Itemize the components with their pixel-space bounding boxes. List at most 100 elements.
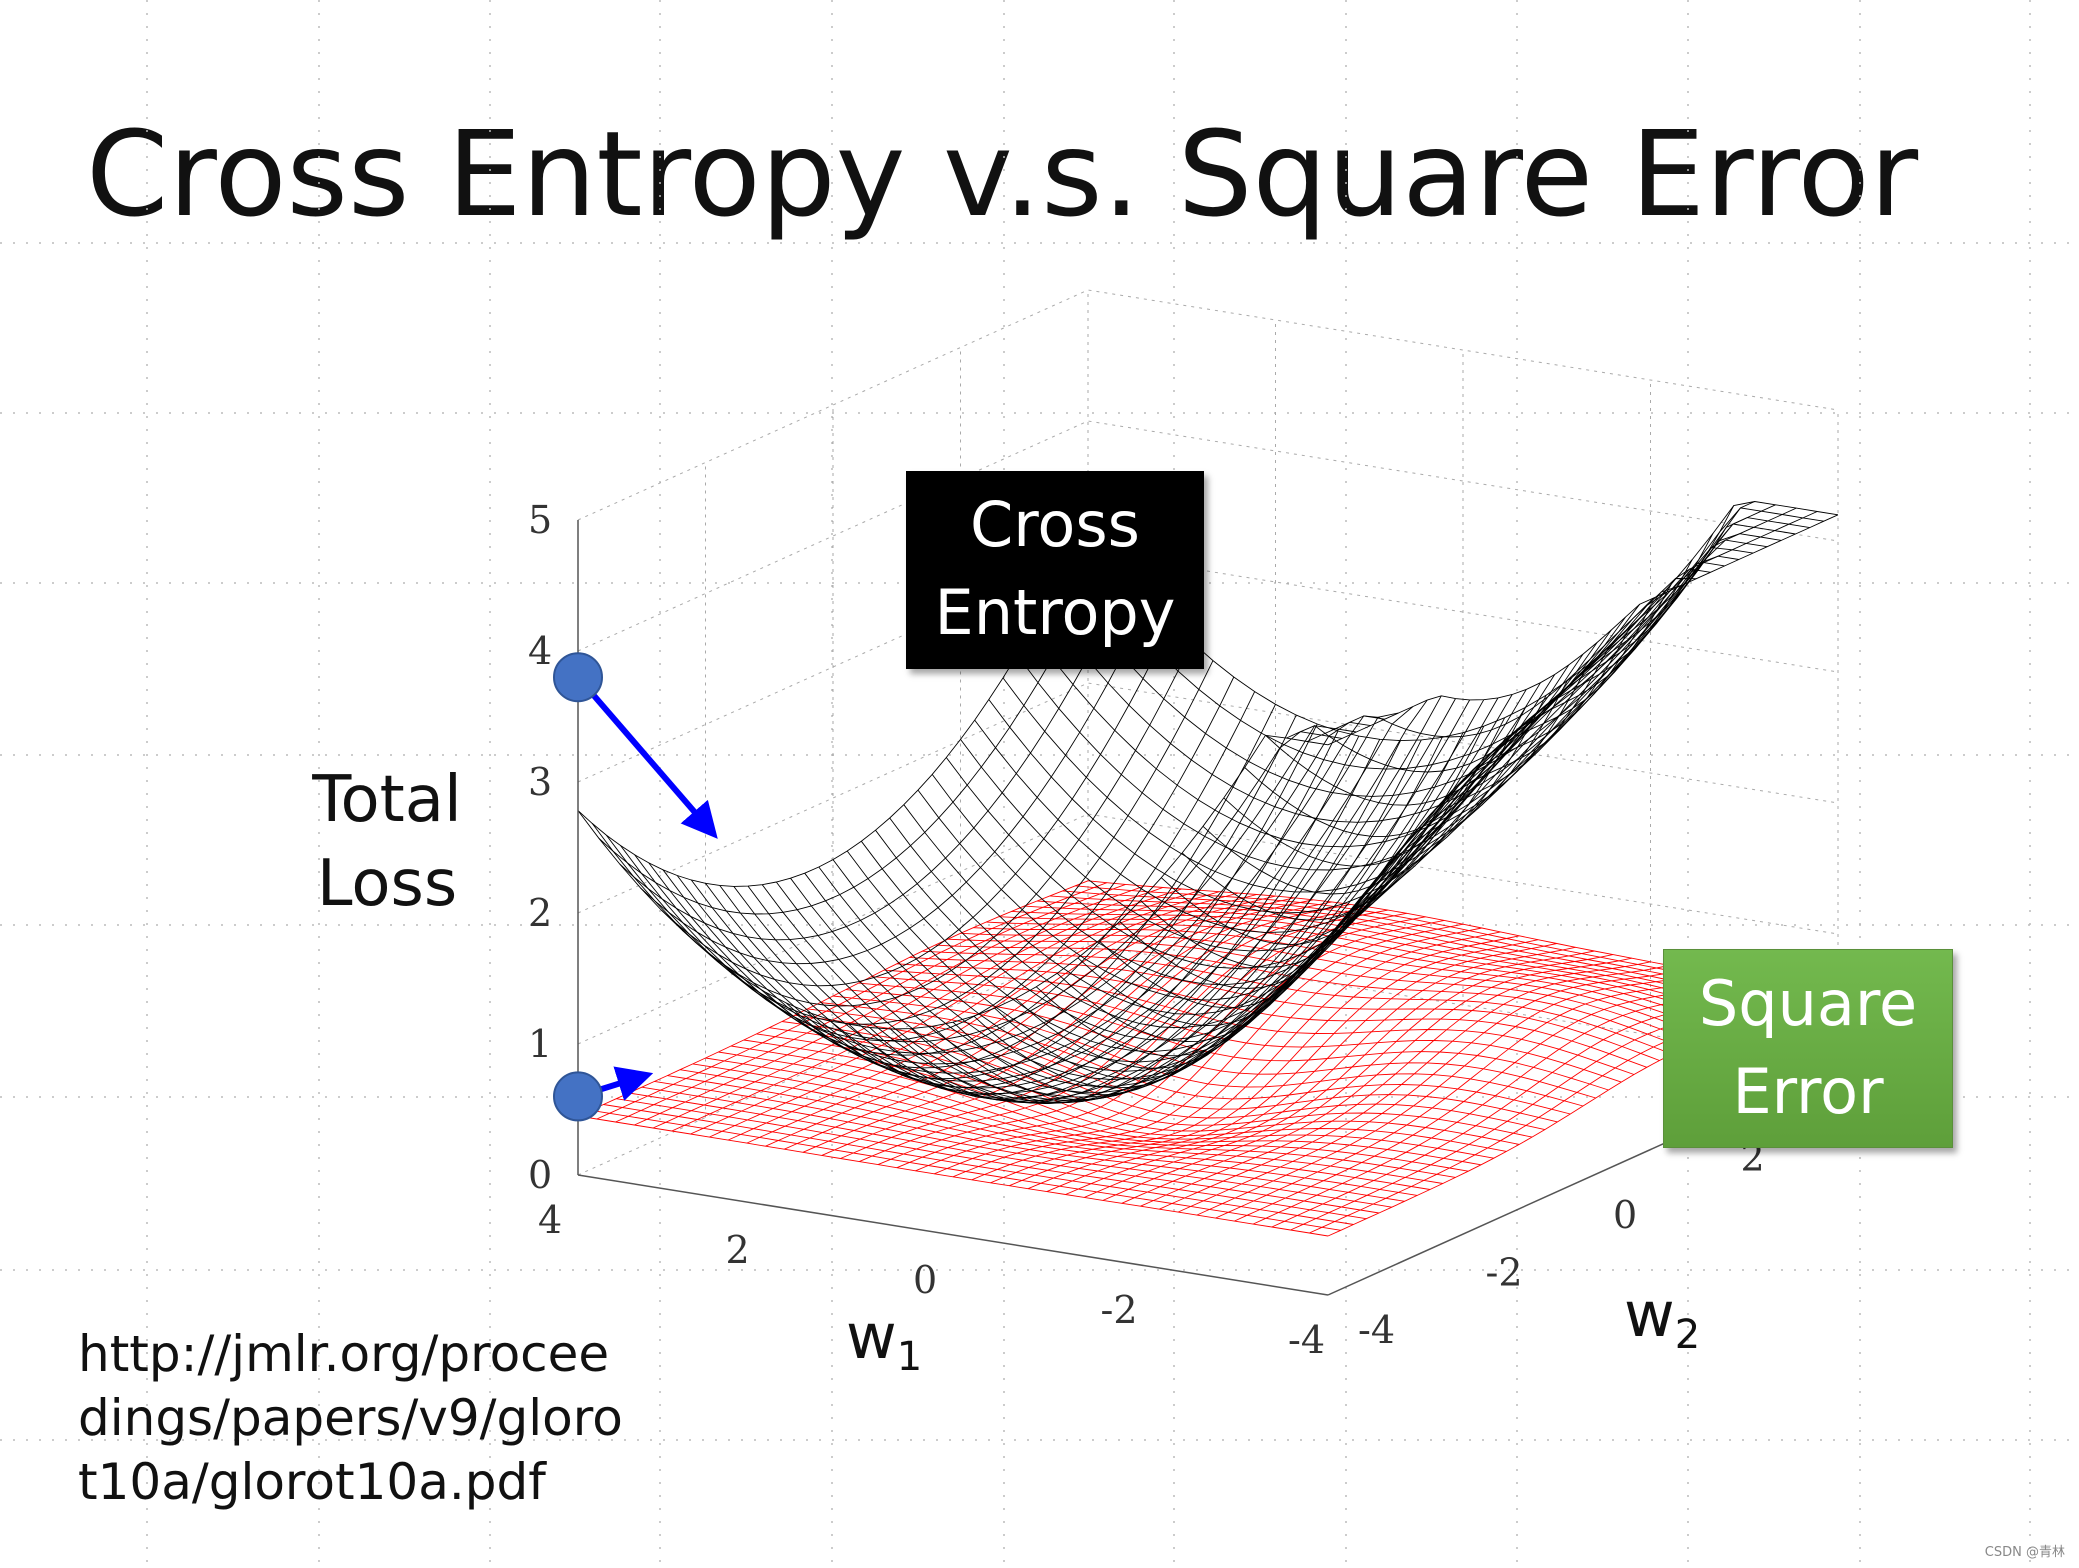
- box-grid-z-4: [577, 420, 1839, 652]
- ce-mesh-line-b-6: [662, 706, 1414, 1089]
- se-mesh-line-b-21: [845, 989, 1596, 1099]
- ce-mesh-line-a-35: [1307, 511, 1818, 742]
- se-mesh-line-a-34: [1215, 976, 1726, 1219]
- se-mesh-line-a-21: [971, 927, 1482, 1181]
- gradient-markers: [553, 652, 718, 1122]
- se-mesh-line-b-30: [960, 932, 1711, 1039]
- slide-title: Cross Entropy v.s. Square Error: [86, 105, 1919, 243]
- ce-mesh-line-b-35: [1073, 507, 1824, 770]
- ce-mesh-line-b-33: [1045, 523, 1796, 823]
- box-grid-z-5: [577, 289, 1839, 521]
- box-grid-z-0: [577, 944, 1839, 1176]
- z-tick-3: 3: [528, 760, 552, 804]
- z-axis-label-line2: Loss: [316, 847, 458, 921]
- reference-line-1: http://jmlr.org/procee: [78, 1325, 610, 1383]
- z-tick-2: 2: [528, 891, 552, 935]
- z-tick-4: 4: [528, 629, 552, 673]
- w2-label: w: [1624, 1278, 1675, 1351]
- se-mesh-line-a-22: [990, 931, 1501, 1184]
- w1-tick-0: 4: [538, 1198, 562, 1242]
- w2-tick-2: 0: [1613, 1193, 1637, 1237]
- square-error-label-line2: Error: [1732, 1055, 1884, 1128]
- se-mesh-line-a-23: [1009, 935, 1520, 1187]
- start-point-0: [553, 652, 603, 703]
- square-error-label: Square Error: [1663, 949, 1953, 1148]
- ce-mesh-line-a-29: [1181, 559, 1693, 921]
- se-mesh-line-a-33: [1196, 972, 1707, 1216]
- ce-mesh-line-b-34: [1059, 517, 1810, 797]
- se-mesh-line-b-34: [1011, 910, 1762, 1024]
- w1-axis-line: [577, 1174, 1329, 1296]
- ce-mesh-line-a-12: [827, 730, 1339, 1095]
- se-mesh-line-b-27: [922, 950, 1673, 1055]
- se-mesh-line-b-24: [883, 969, 1635, 1075]
- ce-mesh-line-b-30: [1002, 547, 1754, 893]
- w1-subscript: 1: [896, 1334, 923, 1380]
- z-axis-label: Total Loss: [292, 758, 482, 926]
- ce-mesh-line-b-36: [1087, 501, 1839, 742]
- se-mesh-line-b-20: [832, 995, 1584, 1107]
- se-mesh-line-a-29: [1121, 957, 1632, 1204]
- w1-tick-2: 0: [913, 1258, 937, 1302]
- cross-entropy-label-line2: Entropy: [934, 576, 1176, 649]
- reference-link[interactable]: http://jmlr.org/procee dings/papers/v9/g…: [78, 1322, 623, 1514]
- w1-label: w: [846, 1300, 897, 1373]
- ce-mesh-line-a-32: [1244, 501, 1755, 837]
- box-grid-z-1: [577, 813, 1839, 1045]
- ce-mesh-line-b-13: [761, 694, 1513, 1102]
- se-mesh-line-a-25: [1046, 943, 1557, 1193]
- square-error-mesh: [577, 880, 1839, 1237]
- w1-tick-4: -4: [1288, 1318, 1325, 1362]
- se-mesh-line-b-36: [1036, 900, 1788, 1017]
- w2-tick-1: -2: [1486, 1251, 1523, 1295]
- z-tick-1: 1: [528, 1022, 552, 1066]
- square-error-label-line1: Square: [1698, 967, 1918, 1040]
- se-mesh-line-b-31: [973, 927, 1724, 1035]
- se-mesh-line-b-35: [1024, 905, 1775, 1020]
- ce-mesh-line-a-34: [1286, 507, 1797, 773]
- w1-tick-1: 2: [726, 1228, 750, 1272]
- gradient-arrow-0: [575, 675, 718, 839]
- cross-entropy-label: Cross Entropy: [906, 471, 1204, 669]
- reference-line-3: t10a/glorot10a.pdf: [78, 1453, 546, 1511]
- se-mesh-line-b-33: [998, 916, 1749, 1027]
- se-mesh-line-a-31: [1159, 964, 1670, 1210]
- w2-tick-0: -4: [1358, 1308, 1395, 1352]
- ce-mesh-line-a-36: [1327, 514, 1839, 746]
- ce-mesh-line-b-4: [634, 715, 1385, 1074]
- se-mesh-line-b-29: [947, 938, 1698, 1044]
- se-mesh-line-a-35: [1234, 979, 1745, 1222]
- se-mesh-line-a-32: [1177, 968, 1689, 1213]
- x-axis-label: w1: [846, 1300, 922, 1380]
- se-mesh-line-b-25: [896, 963, 1647, 1068]
- w1-tick-3: -2: [1101, 1288, 1138, 1332]
- box-grid-z-2: [577, 682, 1839, 914]
- se-mesh-line-b-22: [858, 982, 1609, 1091]
- z-axis-label-line1: Total: [312, 763, 462, 837]
- ce-mesh-line-b-32: [1030, 533, 1782, 848]
- se-mesh-line-a-26: [1065, 946, 1576, 1195]
- ce-mesh-line-b-9: [705, 698, 1456, 1102]
- w2-subscript: 2: [1674, 1312, 1701, 1358]
- z-tick-0: 0: [528, 1153, 552, 1197]
- watermark: CSDN @青林: [1984, 1545, 2065, 1560]
- ce-mesh-line-a-33: [1265, 504, 1776, 806]
- se-mesh-line-a-28: [1102, 954, 1614, 1201]
- reference-line-2: dings/papers/v9/gloro: [78, 1389, 623, 1447]
- se-mesh-line-a-24: [1027, 939, 1539, 1190]
- start-point-1: [553, 1071, 603, 1122]
- cross-entropy-label-line1: Cross: [970, 488, 1140, 561]
- box-grid-z-3: [577, 551, 1839, 783]
- ce-mesh-line-a-4: [660, 621, 1172, 987]
- se-mesh-line-a-27: [1084, 950, 1595, 1198]
- y-axis-label: w2: [1624, 1278, 1700, 1358]
- z-tick-5: 5: [528, 498, 552, 542]
- se-mesh-line-a-30: [1140, 961, 1651, 1207]
- se-mesh-line-b-26: [909, 956, 1660, 1061]
- ce-mesh-line-b-0: [577, 734, 1329, 1030]
- cross-entropy-mesh: [577, 501, 1839, 1104]
- se-mesh-line-b-23: [871, 976, 1622, 1083]
